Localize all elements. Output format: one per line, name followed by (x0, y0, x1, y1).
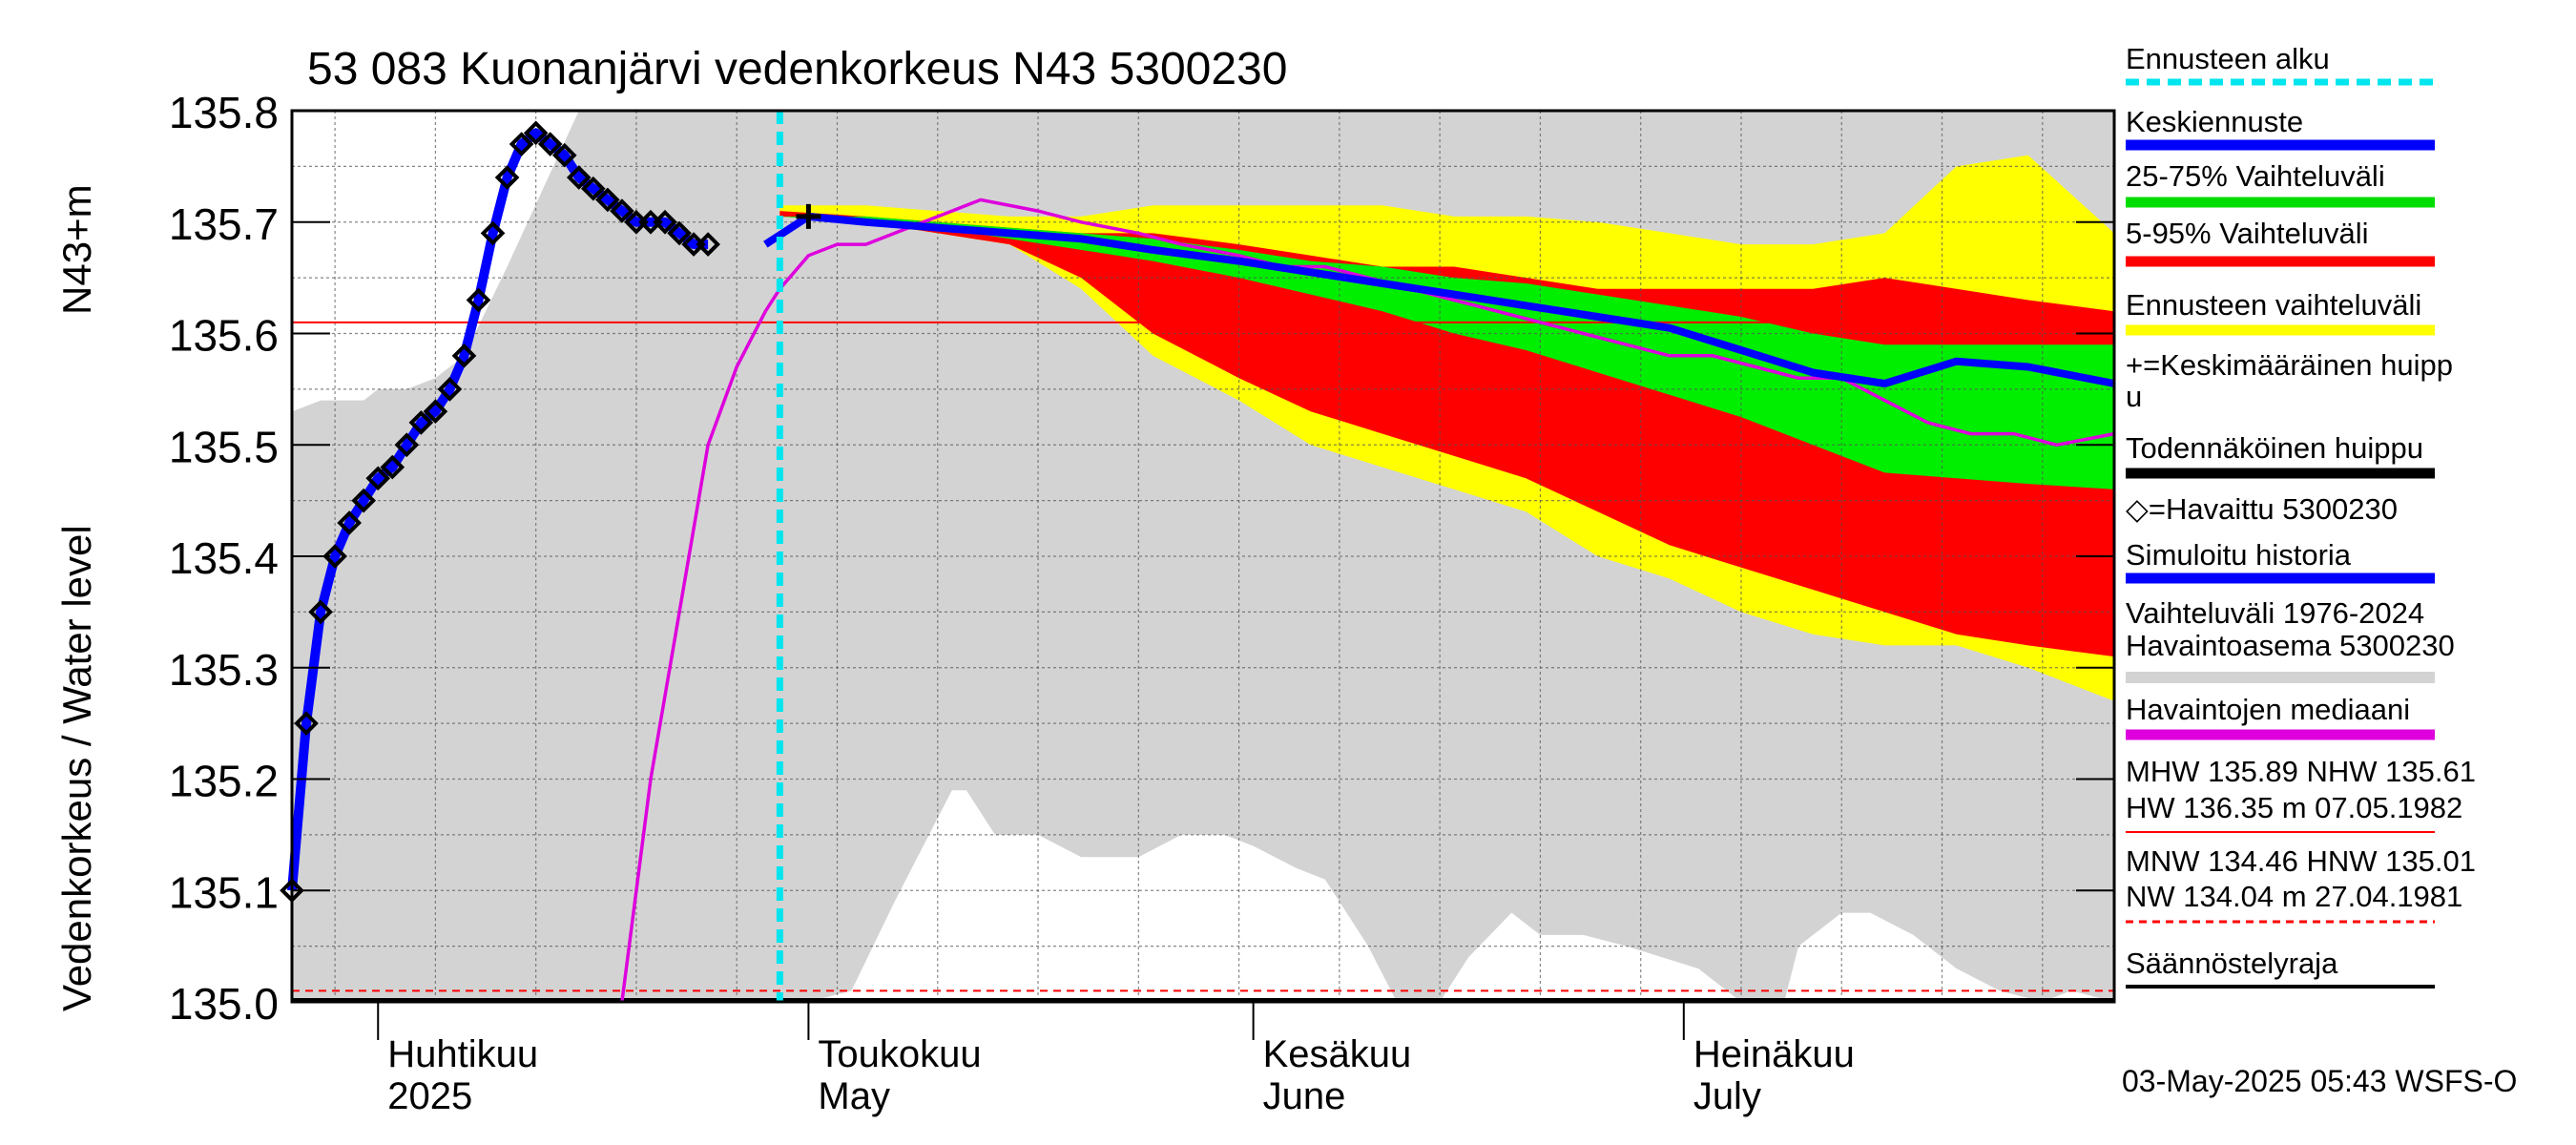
stats-line-4: NW 134.04 m 27.04.1981 (2126, 880, 2462, 913)
chart-title: 53 083 Kuonanjärvi vedenkorkeus N43 5300… (307, 44, 1287, 94)
x-month-label-en: May (818, 1075, 890, 1117)
band-25-75 (779, 216, 2114, 489)
observed-point (337, 510, 362, 535)
observed-point (653, 209, 677, 235)
observed-point (667, 220, 692, 246)
x-month-label-en: 2025 (387, 1075, 472, 1117)
stats-line-1: MHW 135.89 NHW 135.61 (2126, 755, 2476, 788)
observed-point (308, 599, 333, 625)
history-white-bottom-area (808, 790, 2114, 1002)
y-axis-label: Vedenkorkeus / Water level (54, 525, 99, 1011)
stats-line-3: MNW 134.46 HNW 135.01 (2126, 844, 2476, 878)
observed-point (365, 466, 391, 491)
stats-line-2: HW 136.35 m 07.05.1982 (2126, 791, 2462, 824)
observed-point (380, 454, 405, 480)
legend-label: 5-95% Vaihteluväli (2126, 217, 2368, 250)
x-month-label-fi: Toukokuu (818, 1033, 981, 1075)
footer-timestamp: 03-May-2025 05:43 WSFS-O (2122, 1064, 2517, 1098)
history-white-top-area (292, 111, 2114, 412)
observed-point (523, 120, 549, 146)
legend-label: Simuloitu historia (2126, 538, 2352, 572)
observed-point (494, 165, 520, 190)
observed-point (322, 544, 347, 569)
observed-point (537, 132, 563, 156)
x-month-label-fi: Heinäkuu (1693, 1033, 1855, 1075)
observed-point (423, 399, 448, 425)
stats-block: MHW 135.89 NHW 135.61 HW 136.35 m 07.05.… (2126, 755, 2476, 989)
observed-point (437, 377, 463, 402)
legend-label: Ennusteen alku (2126, 42, 2330, 75)
observed-point (351, 488, 377, 513)
y-tick-label: 135.0 (169, 979, 279, 1029)
observed-point (580, 176, 606, 201)
regulation-label: Säännöstelyraja (2126, 947, 2338, 980)
observed-point (551, 142, 577, 168)
x-month-label-en: June (1263, 1075, 1346, 1117)
y-tick-label: 135.5 (169, 422, 279, 471)
y-tick-label: 135.8 (169, 88, 279, 137)
observed-point (294, 711, 319, 736)
observed-point (451, 344, 477, 368)
markers-layer (280, 120, 821, 904)
y-tick-label: 135.2 (169, 757, 279, 806)
y-axis-ticks: 135.0 135.1 135.2 135.3 135.4 135.5 135.6 135.7… (169, 88, 2114, 1029)
observed-point (394, 432, 420, 458)
legend-label-cont: Havaintoasema 5300230 (2126, 629, 2455, 662)
legend-label: Havaintojen mediaani (2126, 693, 2410, 726)
legend: Ennusteen alku Keskiennuste 25-75% Vaihtel… (2126, 42, 2455, 740)
y-axis-unit: N43+m (54, 184, 99, 315)
observed-point (566, 165, 592, 190)
legend-label: Todennäköinen huippu (2126, 431, 2423, 465)
observed-point (480, 220, 506, 246)
y-tick-label: 135.4 (169, 533, 279, 583)
mean-peak-marker (796, 203, 821, 229)
legend-label: Ennusteen vaihteluväli (2126, 288, 2421, 322)
legend-label: Vaihteluväli 1976-2024 (2126, 596, 2424, 630)
observed-point (610, 198, 634, 223)
x-month-label-fi: Kesäkuu (1263, 1033, 1412, 1075)
y-tick-label: 135.6 (169, 311, 279, 361)
legend-label: 25-75% Vaihteluväli (2126, 159, 2385, 193)
observed-point (509, 132, 534, 156)
x-month-label-en: July (1693, 1075, 1761, 1117)
observed-point (696, 232, 720, 257)
y-tick-label: 135.7 (169, 199, 279, 249)
lines-layer (287, 111, 2115, 1003)
forecast-median-line (763, 212, 2115, 387)
observed-point (466, 287, 491, 313)
y-tick-label: 135.3 (169, 645, 279, 695)
observed-point (595, 187, 620, 213)
observed-point (408, 410, 434, 435)
legend-label: Keskiennuste (2126, 105, 2303, 138)
y-tick-label: 135.1 (169, 867, 279, 917)
x-month-label-fi: Huhtikuu (387, 1033, 538, 1075)
legend-label: ◇=Havaittu 5300230 (2126, 492, 2398, 526)
legend-label: +=Keskimääräinen huipp (2126, 348, 2453, 382)
legend-label-cont: u (2126, 380, 2142, 413)
